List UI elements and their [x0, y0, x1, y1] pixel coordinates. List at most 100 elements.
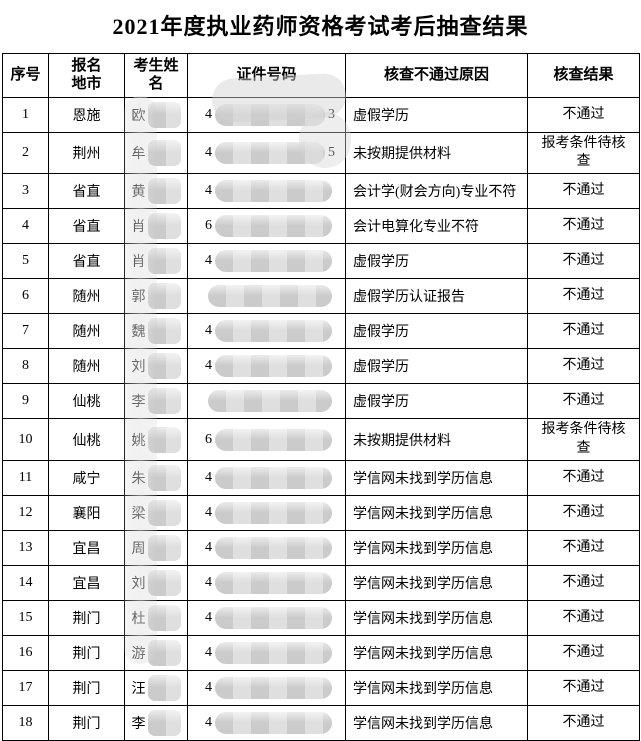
cell-result: 不通过 — [527, 529, 640, 566]
document-page: 2021年度执业药师资格考试考后抽查结果 序号 报名 地市 考生姓 名 证件号码… — [2, 14, 640, 741]
redaction-blur — [215, 142, 325, 165]
redaction-blur — [215, 676, 332, 699]
cell-id-number: 4 — [187, 704, 346, 741]
cell-city: 荆门 — [48, 599, 125, 636]
redaction-blur — [215, 606, 332, 629]
cell-serial: 7 — [2, 313, 49, 350]
cell-name: 周 — [124, 529, 188, 566]
redaction-blur — [147, 388, 181, 415]
cell-id-number: 4 — [187, 348, 346, 385]
candidate-name-visible: 刘 — [131, 360, 146, 376]
table-row: 11 咸宁 朱 4 学信网未找到学历信息 不通过 — [2, 459, 640, 496]
cell-reason: 学信网未找到学历信息 — [345, 494, 528, 531]
cell-result: 不通过 — [527, 348, 640, 385]
table-row: 13 宜昌 周 4 学信网未找到学历信息 不通过 — [2, 529, 640, 566]
table-row: 12 襄阳 梁 4 学信网未找到学历信息 不通过 — [2, 494, 640, 531]
cell-serial: 4 — [2, 208, 49, 245]
cell-reason: 学信网未找到学历信息 — [345, 634, 528, 671]
cell-result: 不通过 — [527, 97, 640, 133]
redaction-blur — [215, 215, 332, 238]
header-cell-result: 核查结果 — [527, 53, 640, 98]
redaction-blur — [147, 426, 181, 453]
redaction-blur — [147, 709, 181, 736]
redaction-blur — [215, 355, 332, 378]
candidate-name-visible: 周 — [131, 541, 146, 557]
cell-result: 不通过 — [527, 173, 640, 210]
cell-result: 不通过 — [527, 564, 640, 601]
cell-serial: 10 — [2, 418, 49, 461]
table-row: 8 随州 刘 4 虚假学历 不通过 — [2, 348, 640, 385]
candidate-name-visible: 欧 — [131, 109, 146, 124]
table-row: 3 省直 黄 4 会计学(财会方向)专业不符 不通过 — [2, 173, 640, 210]
cell-result: 不通过 — [527, 313, 640, 350]
redaction-blur — [215, 536, 332, 559]
cell-name: 杜 — [124, 599, 188, 636]
cell-serial: 11 — [2, 459, 49, 496]
cell-id-number: 4 — [187, 459, 346, 496]
cell-name: 刘 — [124, 348, 188, 385]
id-visible-prefix: 6 — [205, 218, 212, 234]
cell-serial: 17 — [2, 669, 49, 706]
cell-reason: 未按期提供材料 — [345, 418, 528, 461]
cell-id-number: 4 — [187, 599, 346, 636]
header-cell-id-number: 证件号码 — [187, 53, 346, 98]
id-visible-suffix: 3 — [328, 107, 335, 122]
redaction-blur — [147, 534, 181, 561]
cell-result: 不通过 — [527, 208, 640, 245]
cell-id-number: 4 5 — [187, 131, 346, 175]
cell-result: 不通过 — [527, 243, 640, 280]
table-row: 17 荆门 汪 4 学信网未找到学历信息 不通过 — [2, 669, 640, 706]
candidate-name-visible: 李 — [131, 716, 146, 732]
cell-result: 不通过 — [527, 599, 640, 636]
id-visible-prefix: 4 — [205, 145, 212, 161]
cell-reason: 学信网未找到学历信息 — [345, 599, 528, 636]
id-visible-prefix: 4 — [205, 323, 212, 339]
candidate-name-visible: 汪 — [131, 681, 146, 697]
redaction-blur — [215, 571, 332, 594]
id-visible-prefix: 4 — [205, 714, 212, 730]
candidate-name-visible: 游 — [131, 646, 146, 662]
cell-serial: 8 — [2, 348, 49, 385]
candidate-name-visible: 朱 — [131, 471, 146, 487]
redaction-blur — [215, 180, 332, 203]
cell-result: 报考条件待核 查 — [527, 418, 640, 461]
table-row: 1 恩施 欧 4 3 虚假学历 不通过 — [2, 97, 640, 133]
cell-serial: 5 — [2, 243, 49, 280]
cell-city: 襄阳 — [48, 494, 125, 531]
cell-name: 李 — [124, 383, 188, 420]
cell-id-number: 4 — [187, 564, 346, 601]
cell-city: 随州 — [48, 348, 125, 385]
cell-reason: 虚假学历 — [345, 313, 528, 350]
id-visible-prefix: 4 — [205, 609, 212, 625]
results-table: 序号 报名 地市 考生姓 名 证件号码 核查不通过原因 核查结果 1 恩施 欧 … — [2, 53, 640, 741]
cell-name: 汪 — [124, 669, 188, 706]
cell-city: 省直 — [48, 243, 125, 280]
candidate-name-visible: 刘 — [131, 576, 146, 592]
redaction-blur — [147, 248, 181, 275]
redaction-blur — [147, 499, 181, 526]
cell-result: 不通过 — [527, 704, 640, 741]
redaction-blur — [215, 250, 332, 273]
id-visible-suffix: 5 — [328, 145, 335, 161]
cell-id-number — [187, 278, 346, 315]
cell-city: 省直 — [48, 208, 125, 245]
table-header: 序号 报名 地市 考生姓 名 证件号码 核查不通过原因 核查结果 — [2, 53, 640, 98]
cell-result: 不通过 — [527, 669, 640, 706]
cell-name: 游 — [124, 634, 188, 671]
candidate-name-visible: 肖 — [131, 255, 146, 271]
cell-id-number: 6 — [187, 208, 346, 245]
id-visible-prefix: 4 — [205, 504, 212, 520]
table-row: 10 仙桃 姚 6 未按期提供材料 报考条件待核 查 — [2, 418, 640, 461]
header-cell-serial: 序号 — [2, 53, 49, 98]
cell-result: 不通过 — [527, 278, 640, 315]
candidate-name-visible: 姚 — [131, 433, 146, 449]
cell-reason: 学信网未找到学历信息 — [345, 669, 528, 706]
cell-city: 荆门 — [48, 704, 125, 741]
id-visible-prefix: 4 — [205, 107, 212, 122]
cell-serial: 6 — [2, 278, 49, 315]
redaction-blur — [208, 285, 332, 308]
id-visible-prefix: 4 — [205, 679, 212, 695]
redaction-blur — [147, 213, 181, 240]
header-cell-city: 报名 地市 — [48, 53, 125, 98]
cell-name: 黄 — [124, 173, 188, 210]
